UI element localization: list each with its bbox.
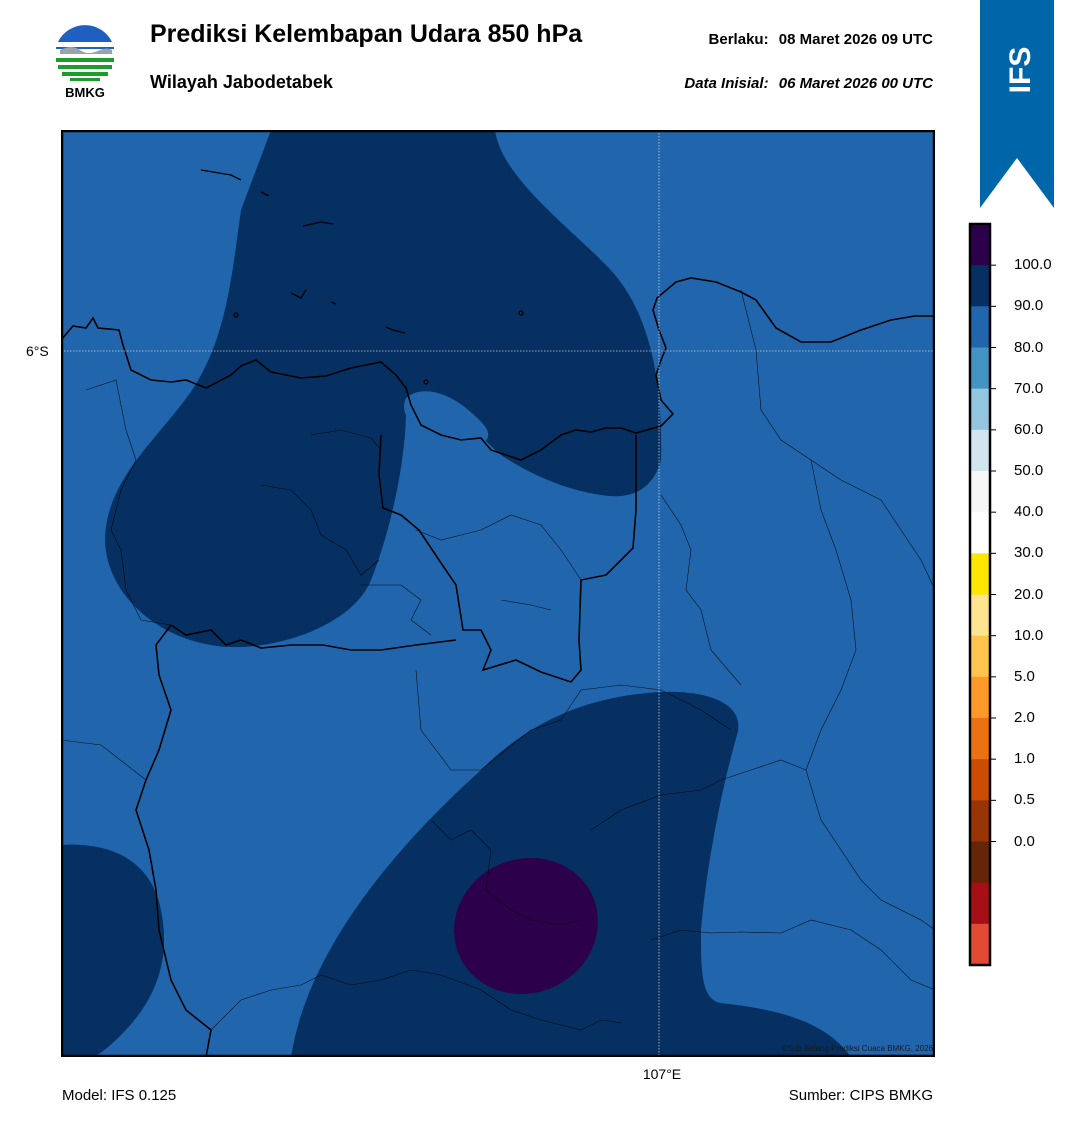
colorbar-label: 1.0: [1014, 750, 1035, 768]
valid-time-label: Berlaku:: [708, 31, 769, 48]
source-info: Sumber: CIPS BMKG: [788, 1087, 933, 1104]
colorbar-segment: [970, 224, 990, 266]
colorbar-label: 0.0: [1014, 832, 1035, 850]
valid-time: Berlaku: 08 Maret 2026 09 UTC: [709, 31, 933, 48]
init-time-value: 06 Maret 2026 00 UTC: [778, 75, 933, 92]
humidity-band-100: [454, 857, 598, 995]
humidity-band-90-100-southwest: [61, 844, 165, 1057]
colorbar-label: 30.0: [1014, 544, 1044, 562]
district-borders: [61, 289, 935, 1031]
colorbar-label: 20.0: [1014, 585, 1044, 603]
colorbar-segment: [970, 841, 990, 884]
map-title: Prediksi Kelembapan Udara 850 hPa: [150, 20, 583, 48]
colorbar-label: 80.0: [1014, 338, 1044, 356]
province-borders: [135, 434, 637, 1057]
colorbar-segment: [970, 676, 990, 719]
coastline: [61, 277, 935, 461]
humidity-map: [61, 130, 935, 1057]
valid-time-value: 08 Maret 2026 09 UTC: [778, 31, 933, 48]
colorbar-label: 100.0: [1014, 256, 1052, 274]
colorbar-segment: [970, 512, 990, 554]
colorbar-segment: [970, 759, 990, 801]
colorbar-segment: [970, 429, 990, 472]
colorbar: [968, 222, 996, 967]
colorbar-segment: [970, 347, 990, 390]
map-subtitle: Wilayah Jabodetabek: [150, 72, 333, 92]
colorbar-label: 70.0: [1014, 379, 1044, 397]
colorbar-segment: [970, 882, 990, 925]
colorbar-label: 10.0: [1014, 626, 1044, 644]
colorbar-segment: [970, 800, 990, 842]
colorbar-segment: [970, 594, 990, 637]
colorbar-segment: [970, 553, 990, 595]
colorbar-label: 5.0: [1014, 667, 1035, 685]
init-time-label: Data Inisial:: [684, 75, 769, 92]
colorbar-label: 0.5: [1014, 791, 1035, 809]
humidity-band-90-100-north: [105, 130, 662, 648]
colorbar-segment: [970, 388, 990, 431]
colorbar-label: 90.0: [1014, 297, 1044, 315]
init-time: Data Inisial: 06 Maret 2026 00 UTC: [684, 75, 933, 92]
latitude-label: 6°S: [26, 343, 49, 359]
model-info: Model: IFS 0.125: [62, 1087, 177, 1104]
map-frame: [61, 130, 935, 1057]
colorbar-label: 60.0: [1014, 420, 1044, 438]
copyright-text: ©Sub Bidang Prediksi Cuaca BMKG, 2026: [781, 1044, 933, 1053]
ifs-label: IFS: [1004, 47, 1037, 94]
ifs-ribbon-text: IFS: [1004, 47, 1037, 94]
colorbar-segment: [970, 471, 990, 513]
colorbar-label: 2.0: [1014, 709, 1035, 726]
humidity-band-80-90-inlet: [404, 391, 489, 448]
logo-text: BMKG: [65, 85, 105, 100]
colorbar-segment: [970, 265, 990, 307]
colorbar-segment: [970, 718, 990, 760]
colorbar-label: 40.0: [1014, 503, 1044, 521]
colorbar-segment: [970, 635, 990, 678]
bmkg-logo: [55, 22, 115, 82]
longitude-label: 107°E: [642, 1066, 682, 1082]
colorbar-label: 50.0: [1014, 462, 1044, 479]
islands: [200, 169, 524, 385]
colorbar-segment: [970, 306, 990, 348]
colorbar-segment: [970, 923, 990, 966]
ifs-ribbon: [980, 0, 1054, 208]
